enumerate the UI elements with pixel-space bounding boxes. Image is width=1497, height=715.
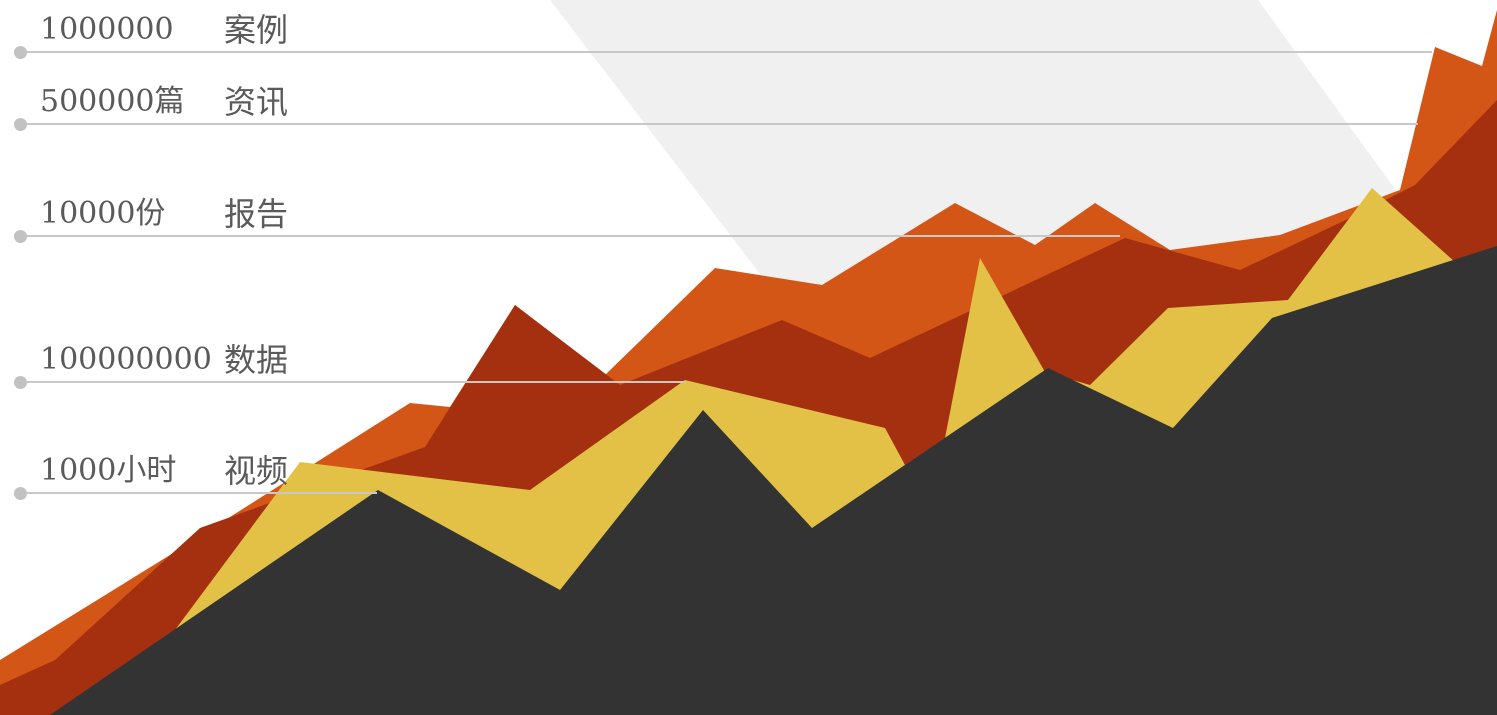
- stat-label: 视频: [224, 452, 289, 490]
- stat-label: 数据: [224, 341, 289, 379]
- bullet-dot-icon: [14, 230, 27, 243]
- stat-rule: [21, 51, 1432, 53]
- bullet-dot-icon: [14, 376, 27, 389]
- stat-value: 10000份: [40, 196, 166, 231]
- stat-value: 1000小时: [40, 453, 177, 488]
- stat-rule: [21, 492, 377, 494]
- stat-rule: [21, 235, 1120, 237]
- stat-rule: [21, 123, 1418, 125]
- bullet-dot-icon: [14, 46, 27, 59]
- stat-label: 案例: [224, 11, 289, 49]
- stat-value: 500000篇: [40, 84, 185, 119]
- stat-value: 1000000: [40, 12, 174, 47]
- bullet-dot-icon: [14, 487, 27, 500]
- stat-label: 资讯: [224, 83, 289, 121]
- stat-label: 报告: [224, 195, 289, 233]
- charcoal-layer: [50, 246, 1497, 715]
- bullet-dot-icon: [14, 118, 27, 131]
- stat-rule: [21, 381, 686, 383]
- stat-value: 100000000: [40, 342, 212, 377]
